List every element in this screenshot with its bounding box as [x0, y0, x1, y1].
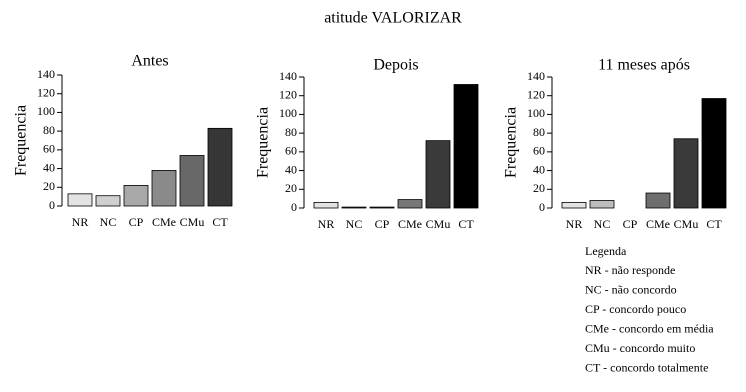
x-tick-label: CP [375, 217, 390, 231]
y-tick-label: 40 [285, 162, 297, 176]
x-tick-label: CT [706, 217, 722, 231]
y-axis-label: Frequencia [255, 107, 272, 178]
y-tick-label: 80 [533, 125, 545, 139]
chart-title: 11 meses após [598, 57, 690, 74]
bar [561, 201, 587, 209]
legend-entry: CT - concordo totalmente [585, 360, 708, 374]
legend-entry: CMe - concordo em média [585, 321, 714, 335]
y-tick-label: 140 [37, 67, 55, 81]
x-tick-label: NR [318, 217, 335, 231]
x-tick-label: CP [129, 215, 144, 229]
y-tick-label: 100 [279, 106, 297, 120]
bar [341, 206, 367, 209]
bar [67, 193, 93, 207]
x-tick-label: CMu [426, 217, 451, 231]
y-tick-label: 60 [285, 144, 297, 158]
y-tick-label: 140 [527, 69, 545, 83]
x-tick-label: CMu [180, 215, 205, 229]
bar [151, 170, 177, 207]
x-tick-label: CT [212, 215, 228, 229]
x-tick-label: NC [346, 217, 363, 231]
x-tick-label: NC [594, 217, 611, 231]
x-tick-label: CMe [152, 215, 176, 229]
chart-title: Depois [373, 57, 418, 74]
y-tick-label: 60 [43, 142, 55, 156]
y-tick-label: 0 [539, 200, 545, 214]
bar [453, 84, 479, 209]
legend-entry: CMu - concordo muito [585, 341, 695, 355]
bar [425, 140, 451, 209]
y-tick-label: 100 [37, 104, 55, 118]
y-tick-label: 140 [279, 69, 297, 83]
y-tick-label: 80 [285, 125, 297, 139]
x-tick-label: NR [72, 215, 89, 229]
y-tick-label: 40 [533, 162, 545, 176]
chart-title: Antes [131, 53, 168, 70]
y-tick-label: 120 [37, 85, 55, 99]
y-tick-label: 100 [527, 106, 545, 120]
legend-entry: NC - não concordo [585, 282, 677, 296]
x-tick-label: NC [100, 215, 117, 229]
bar [179, 155, 205, 207]
x-tick-label: CMu [674, 217, 699, 231]
y-tick-label: 0 [291, 200, 297, 214]
y-tick-label: 120 [279, 87, 297, 101]
bar [645, 192, 671, 209]
y-tick-label: 120 [527, 87, 545, 101]
y-axis-label: Frequencia [503, 107, 520, 178]
x-tick-label: CT [458, 217, 474, 231]
x-tick-label: CMe [398, 217, 422, 231]
legend-entry: NR - não responde [585, 263, 675, 277]
y-axis-label: Frequencia [13, 105, 30, 176]
bar [701, 98, 727, 209]
bar [397, 199, 423, 209]
y-tick-label: 20 [285, 181, 297, 195]
y-tick-label: 20 [43, 179, 55, 193]
x-tick-label: NR [566, 217, 583, 231]
y-tick-label: 80 [43, 123, 55, 137]
bar [589, 200, 615, 209]
bar [369, 206, 395, 209]
y-tick-label: 20 [533, 181, 545, 195]
suptitle: atitude VALORIZAR [324, 10, 462, 27]
bar [673, 138, 699, 209]
x-tick-label: CMe [646, 217, 670, 231]
y-tick-label: 0 [49, 198, 55, 212]
y-tick-label: 60 [533, 144, 545, 158]
bar [95, 195, 121, 207]
x-tick-label: CP [623, 217, 638, 231]
legend-entry: CP - concordo pouco [585, 302, 686, 316]
legend-title: Legenda [585, 244, 627, 258]
bar [207, 127, 233, 207]
bar [123, 185, 149, 207]
y-tick-label: 40 [43, 160, 55, 174]
bar [313, 201, 339, 209]
